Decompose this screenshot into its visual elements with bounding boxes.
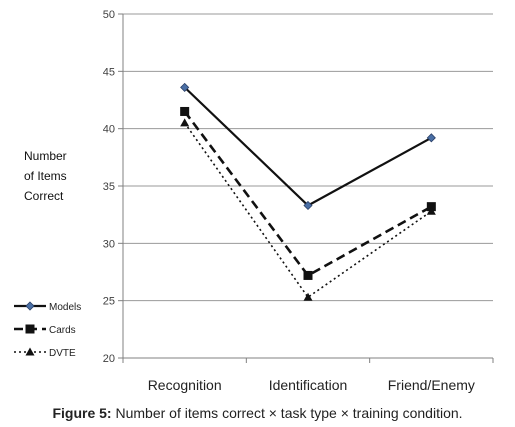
y-axis: 20 25 30 35 40 45 50 (103, 9, 124, 365)
gridlines (123, 13, 493, 302)
series-line-dvte (184, 122, 432, 299)
y-tick-label: 45 (103, 66, 115, 78)
legend-label-cards: Cards (49, 325, 76, 336)
series-line-models (183, 86, 432, 207)
legend: Models Cards DVTE (14, 301, 81, 359)
data-point-dvte (180, 118, 190, 127)
y-tick-label: 50 (103, 9, 115, 21)
y-axis-label: Number of Items Correct (24, 149, 67, 203)
figure-caption: Figure 5: Number of items correct × task… (0, 405, 515, 421)
y-tick-label: 35 (103, 181, 115, 193)
data-point-models (180, 82, 190, 92)
legend-label-dvte: DVTE (49, 348, 76, 359)
data-point-dvte (303, 292, 313, 301)
line-chart: 20 25 30 35 40 45 50 Recognition Identification… (14, 9, 494, 393)
data-point-dvte (426, 206, 436, 215)
caption-label: Figure 5: (52, 405, 112, 421)
data-point-cards (303, 270, 313, 280)
data-point-models (426, 133, 436, 143)
x-axis: Recognition Identification Friend/Enemy (122, 357, 494, 393)
legend-marker-models (25, 301, 35, 311)
series-group (180, 82, 436, 301)
legend-marker-cards (25, 324, 35, 334)
data-point-cards (426, 202, 436, 212)
y-tick-label: 40 (103, 124, 115, 136)
x-tick-label: Recognition (148, 377, 222, 393)
legend-marker-dvte (25, 347, 35, 356)
x-tick-label: Identification (269, 377, 348, 393)
series-line-cards (183, 110, 432, 278)
legend-label-models: Models (49, 302, 81, 313)
y-tick-label: 25 (103, 296, 115, 308)
data-point-models (303, 200, 313, 211)
x-tick-label: Friend/Enemy (388, 377, 475, 393)
caption-text: Number of items correct × task type × tr… (111, 405, 463, 421)
y-tick-label: 20 (103, 353, 115, 365)
y-tick-label: 30 (103, 238, 115, 250)
data-point-cards (180, 106, 190, 116)
